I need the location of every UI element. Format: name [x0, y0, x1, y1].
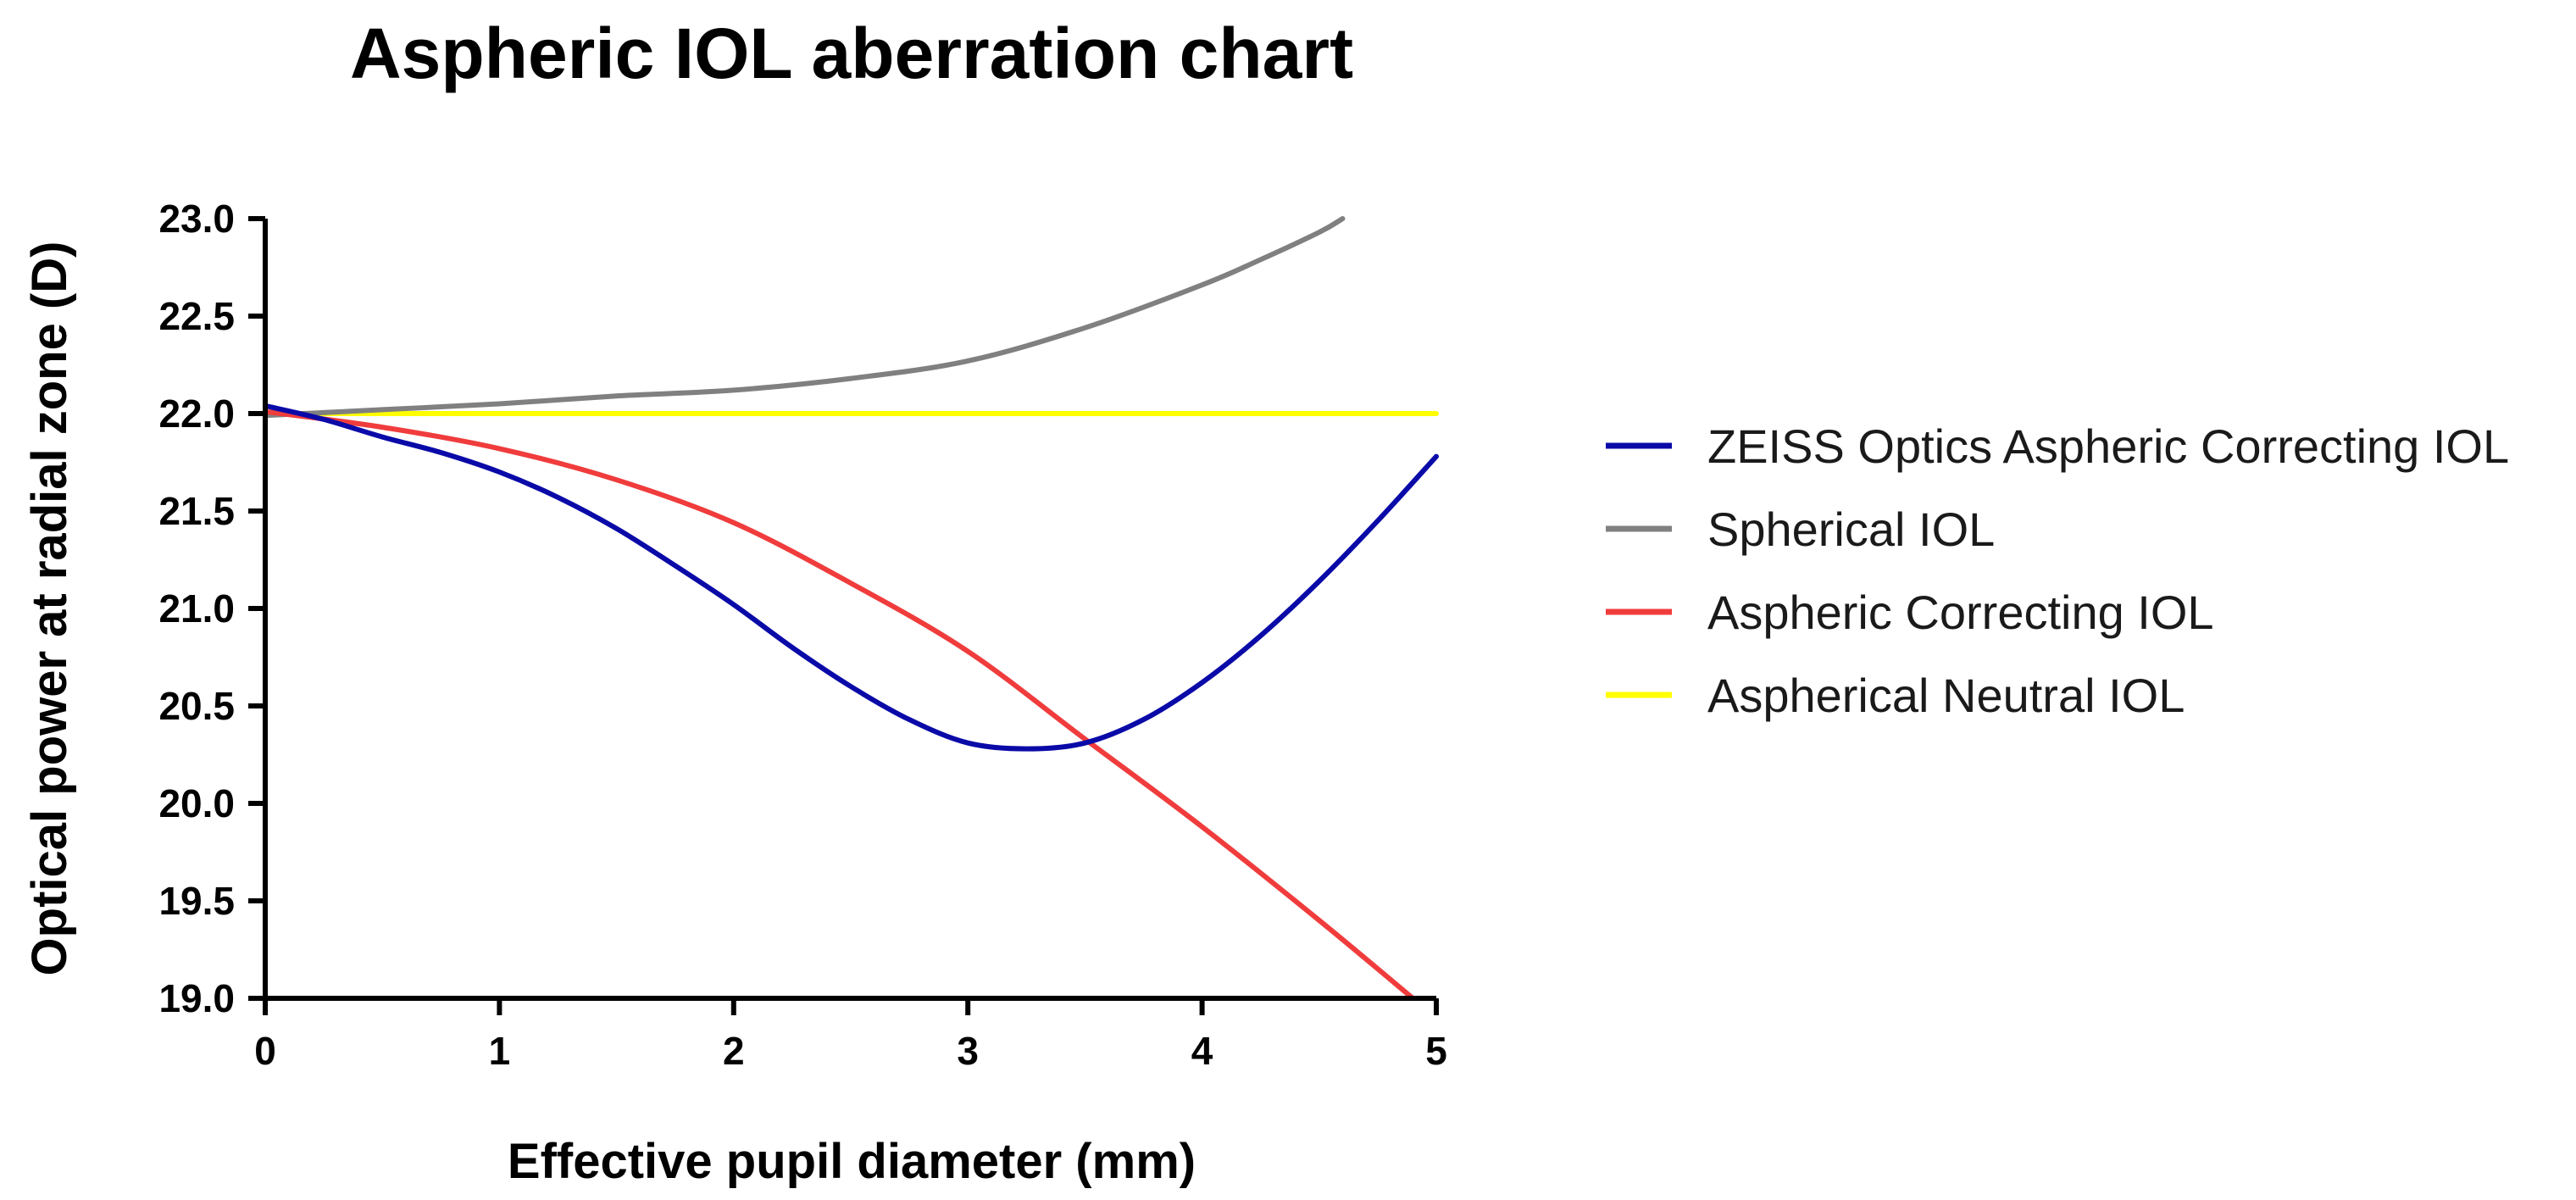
chart-title: Aspheric IOL aberration chart	[350, 14, 1353, 93]
y-tick-label: 20.5	[158, 684, 235, 728]
legend: ZEISS Optics Aspheric Correcting IOL Sphe…	[1606, 419, 2509, 722]
y-tick-label: 22.0	[158, 392, 235, 436]
legend-label-aspherical-neutral-iol: Aspherical Neutral IOL	[1707, 669, 2185, 722]
y-ticks: 19.0 19.5 20.0 20.5 21.0 21.5 22.0 22.5 23.0	[158, 197, 265, 1020]
x-axis-title: Effective pupil diameter (mm)	[508, 1134, 1196, 1189]
y-tick-label: 19.0	[158, 976, 235, 1020]
y-tick-label: 19.5	[158, 879, 235, 923]
series-line-spherical-iol	[263, 216, 1346, 419]
x-tick-label: 4	[1191, 1029, 1213, 1073]
legend-label-aspheric-correcting-iol: Aspheric Correcting IOL	[1707, 586, 2214, 639]
x-tick-label: 0	[254, 1029, 276, 1073]
y-tick-label: 23.0	[158, 197, 235, 241]
x-tick-label: 3	[957, 1029, 979, 1073]
legend-label-zeiss-optics-aspheric-correcting-iol: ZEISS Optics Aspheric Correcting IOL	[1707, 419, 2509, 473]
y-tick-label: 22.5	[158, 294, 235, 338]
y-tick-label: 21.0	[158, 586, 235, 631]
y-tick-label: 21.5	[158, 489, 235, 533]
series-line-aspheric-correcting-iol	[263, 408, 1416, 1001]
x-tick-label: 5	[1425, 1029, 1447, 1073]
x-tick-label: 1	[489, 1029, 511, 1073]
x-ticks: 0 1 2 3 4 5	[254, 998, 1447, 1073]
series-layer	[263, 216, 1439, 1001]
x-tick-label: 2	[723, 1029, 745, 1073]
y-axis-title: Optical power at radial zone (D)	[22, 242, 77, 976]
y-tick-label: 20.0	[158, 781, 235, 825]
series-line-zeiss-optics-aspheric-correcting-iol	[263, 403, 1439, 752]
legend-label-spherical-iol: Spherical IOL	[1707, 503, 1995, 556]
